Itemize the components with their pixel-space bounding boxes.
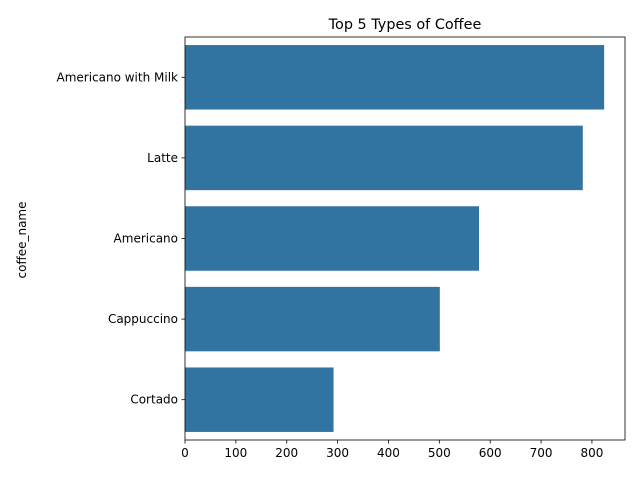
- axes-layer: Americano with Milk Latte Americano Cappucc…: [56, 36, 626, 460]
- y-tick-label: Americano with Milk: [56, 70, 178, 84]
- x-tick-label: 300: [326, 446, 349, 460]
- plot-frame: [184, 36, 626, 441]
- bar-cappuccino: [185, 286, 440, 352]
- bar-cortado: [185, 367, 334, 432]
- bar-americano-with-milk: [185, 45, 605, 110]
- chart-title: Top 5 Types of Coffee: [328, 17, 482, 33]
- x-tick-label: 100: [224, 446, 247, 460]
- x-tick-label: 200: [275, 446, 298, 460]
- x-tick-label: 600: [479, 446, 502, 460]
- y-tick-label: Cortado: [130, 393, 178, 407]
- x-tick-label: 500: [428, 446, 451, 460]
- x-tick-label: 800: [580, 446, 603, 460]
- x-tick-label: 0: [181, 446, 189, 460]
- bar-latte: [185, 125, 583, 191]
- bars-layer: [185, 45, 605, 432]
- x-tick-label: 700: [530, 446, 553, 460]
- y-tick-label: Latte: [147, 151, 178, 165]
- y-tick-label: Cappuccino: [108, 312, 178, 326]
- y-axis-label: coffee_name: [15, 201, 29, 278]
- x-tick-label: 400: [377, 446, 400, 460]
- bar-americano: [185, 206, 480, 271]
- y-tick-label: Americano: [114, 232, 178, 246]
